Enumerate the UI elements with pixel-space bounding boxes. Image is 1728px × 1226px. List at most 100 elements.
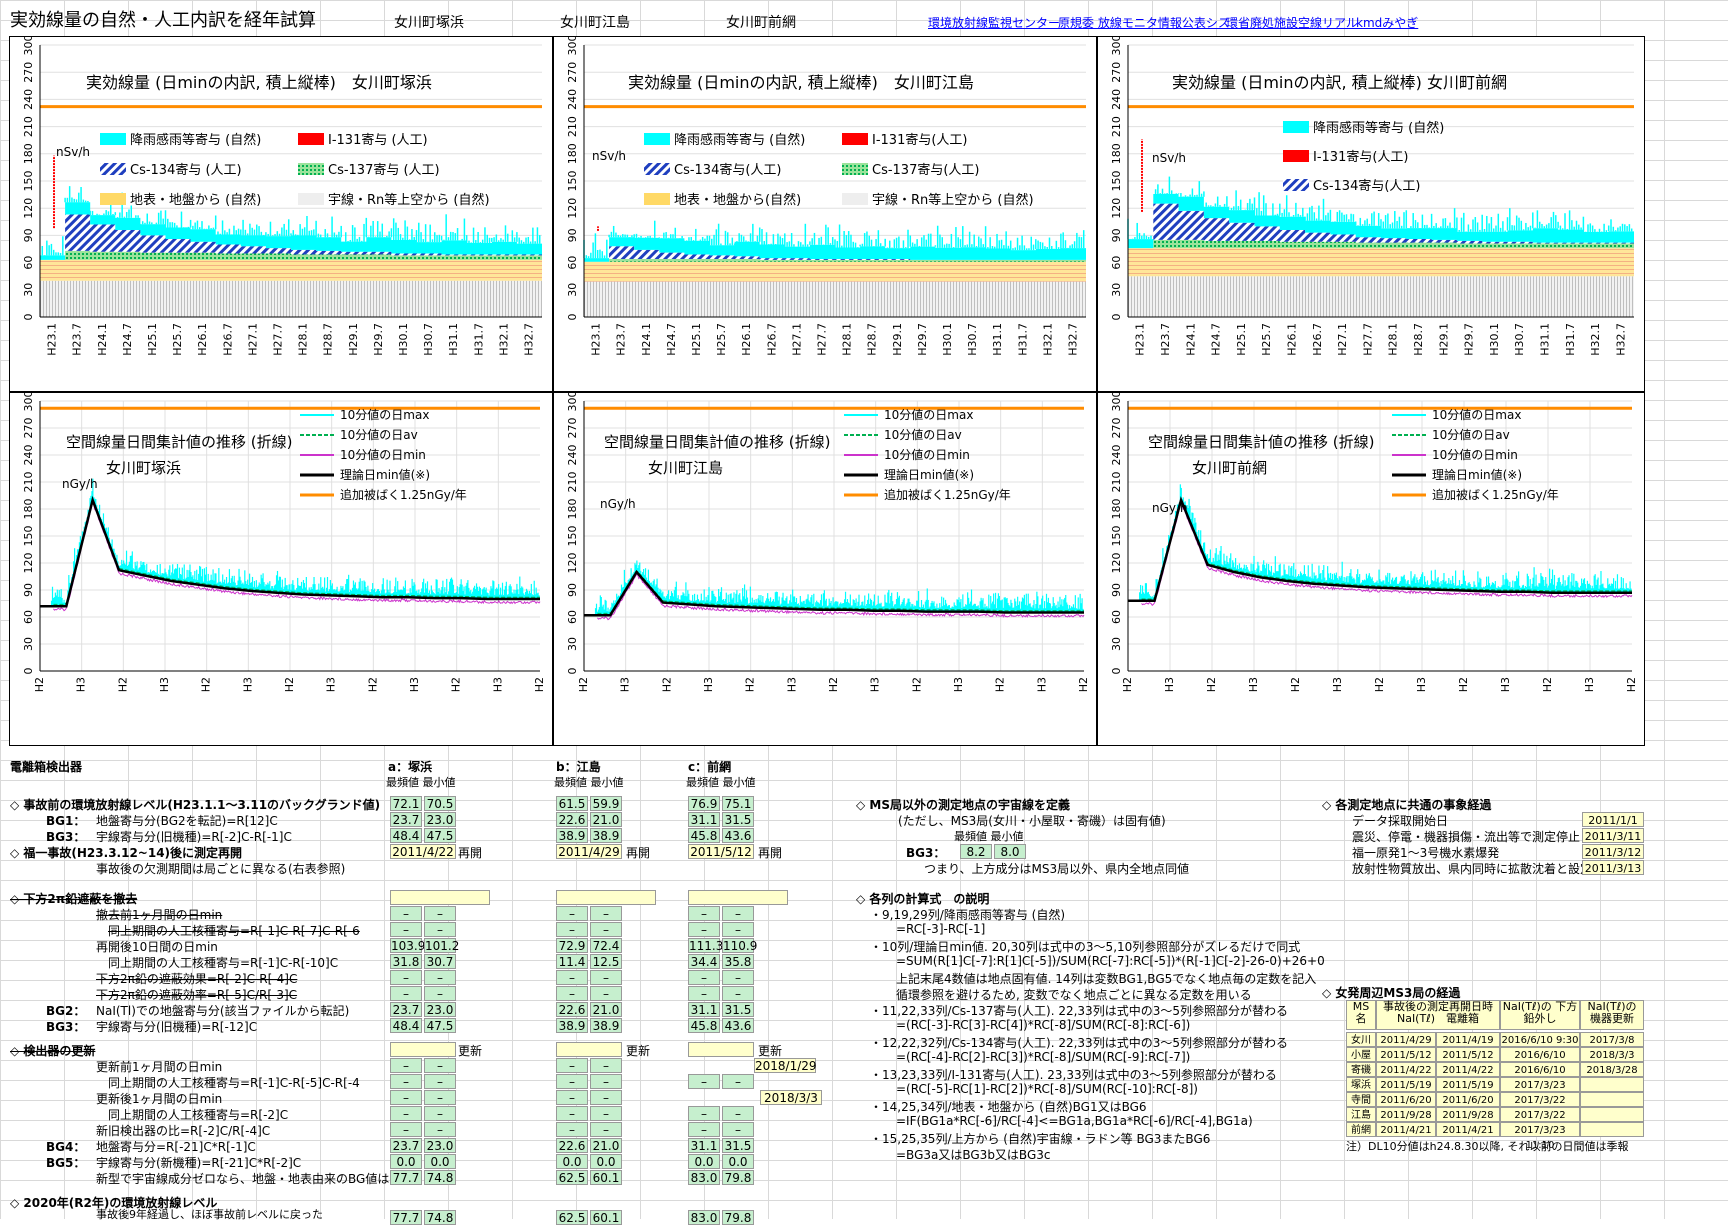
value-cell-min[interactable]: –: [722, 970, 754, 985]
ms-bg3-min[interactable]: 8.0: [994, 844, 1026, 859]
value-cell-mode[interactable]: 62.5: [556, 1210, 588, 1225]
ms3-date-cell[interactable]: 2018/3/28: [1580, 1062, 1644, 1077]
value-cell-min[interactable]: –: [590, 1122, 622, 1137]
value-cell-mode[interactable]: –: [688, 1074, 720, 1089]
ms3-date-cell[interactable]: 2016/6/10 13:30: [1500, 1062, 1580, 1091]
value-cell-mode[interactable]: –: [688, 986, 720, 1001]
value-cell-mode[interactable]: –: [390, 986, 422, 1001]
value-cell-mode[interactable]: –: [390, 906, 422, 921]
ms3-date-cell[interactable]: 2017/3/22 10:00: [1500, 1107, 1580, 1136]
value-cell-min[interactable]: 0.0: [590, 1154, 622, 1169]
value-cell-min[interactable]: 47.5: [424, 828, 456, 843]
restart-date-cell[interactable]: 2011/5/12: [688, 844, 754, 859]
value-cell-mode[interactable]: 22.6: [556, 1002, 588, 1017]
value-cell-mode[interactable]: 34.4: [688, 954, 720, 969]
value-cell-min[interactable]: 0.0: [424, 1154, 456, 1169]
value-cell-min[interactable]: –: [590, 970, 622, 985]
value-cell-mode[interactable]: 48.4: [390, 828, 422, 843]
ms3-date-cell[interactable]: 2018/3/3: [1580, 1047, 1644, 1062]
ms3-date-cell[interactable]: 2011/5/19: [1436, 1077, 1500, 1092]
value-cell-mode[interactable]: 38.9: [556, 828, 588, 843]
ms3-station-name[interactable]: 塚浜: [1346, 1077, 1376, 1092]
value-cell-mode[interactable]: –: [556, 970, 588, 985]
value-cell-mode[interactable]: 31.8: [390, 954, 422, 969]
value-cell-mode[interactable]: 76.9: [688, 796, 720, 811]
value-cell-min[interactable]: –: [590, 1106, 622, 1121]
value-cell-mode[interactable]: 83.0: [688, 1170, 720, 1185]
dose-chart-enoshima[interactable]: 0 30 60 90 120 150 180 210 240 270 300 H23.1 H23.7 H2…: [553, 36, 1097, 392]
value-cell-min[interactable]: –: [424, 1074, 456, 1089]
value-cell-mode[interactable]: 31.1: [688, 812, 720, 827]
value-cell-mode[interactable]: 23.7: [390, 1002, 422, 1017]
ms3-station-name[interactable]: 江島: [1346, 1107, 1376, 1122]
value-cell-mode[interactable]: –: [556, 986, 588, 1001]
value-cell-min[interactable]: –: [424, 1058, 456, 1073]
value-cell-min[interactable]: –: [722, 1122, 754, 1137]
value-cell-min[interactable]: –: [590, 1090, 622, 1105]
value-cell-min[interactable]: 38.9: [590, 828, 622, 843]
value-cell-mode[interactable]: –: [390, 1058, 422, 1073]
value-cell-min[interactable]: –: [424, 986, 456, 1001]
value-cell-min[interactable]: 30.7: [424, 954, 456, 969]
ms3-station-name[interactable]: 前網: [1346, 1122, 1376, 1137]
value-cell-mode[interactable]: 22.6: [556, 1138, 588, 1153]
ms3-station-name[interactable]: 小屋取: [1346, 1047, 1376, 1076]
value-cell-mode[interactable]: 72.1: [390, 796, 422, 811]
ms3-date-cell[interactable]: 2011/4/22: [1376, 1062, 1436, 1077]
air-chart-tsukahama[interactable]: 0 30 60 90 120 150 180 210 240 270 300 H2 H3 H2 H3 H2 H3…: [9, 392, 553, 746]
ms3-date-cell[interactable]: 2011/5/19: [1376, 1077, 1436, 1092]
ms3-date-cell[interactable]: 2017/3/22 12:40: [1500, 1092, 1580, 1121]
ms3-date-cell[interactable]: [1580, 1092, 1644, 1107]
value-cell-min[interactable]: 31.5: [722, 812, 754, 827]
ms3-date-cell[interactable]: 2011/4/29: [1376, 1032, 1436, 1047]
ms3-date-cell[interactable]: 2011/4/21: [1376, 1122, 1436, 1137]
value-cell-min[interactable]: 60.1: [590, 1210, 622, 1225]
value-cell-mode[interactable]: –: [556, 922, 588, 937]
value-cell-min[interactable]: 79.8: [722, 1170, 754, 1185]
value-cell-mode[interactable]: 103.9: [390, 938, 426, 953]
restart-date-cell[interactable]: 2011/4/22: [390, 844, 456, 859]
link-monitoring-center[interactable]: 環境放射線監視センター: [928, 16, 1061, 30]
common-event-date[interactable]: 2011/3/12: [1582, 844, 1644, 859]
ms3-date-cell[interactable]: 2011/6/20: [1436, 1092, 1500, 1107]
value-cell-mode[interactable]: 77.7: [390, 1170, 422, 1185]
ms3-station-name[interactable]: 寺間: [1346, 1092, 1376, 1107]
value-cell-mode[interactable]: –: [556, 1090, 588, 1105]
value-cell-mode[interactable]: 48.4: [390, 1018, 422, 1033]
value-cell-min[interactable]: 72.4: [590, 938, 622, 953]
value-cell-min[interactable]: 75.1: [722, 796, 754, 811]
link-kmd-miyagi[interactable]: kmdみやぎ: [1356, 16, 1419, 30]
blank-header-cell[interactable]: [390, 890, 490, 905]
value-cell-mode[interactable]: 83.0: [688, 1210, 720, 1225]
value-cell-mode[interactable]: –: [688, 922, 720, 937]
value-cell-min[interactable]: 74.8: [424, 1170, 456, 1185]
value-cell-mode[interactable]: 111.3: [688, 938, 724, 953]
value-cell-mode[interactable]: –: [688, 906, 720, 921]
value-cell-mode[interactable]: –: [556, 1074, 588, 1089]
value-cell-min[interactable]: –: [424, 1106, 456, 1121]
common-event-date[interactable]: 2011/3/13: [1582, 860, 1644, 875]
ms3-date-cell[interactable]: 2016/6/10 9:30: [1500, 1032, 1580, 1047]
value-cell-min[interactable]: –: [424, 906, 456, 921]
value-cell-mode[interactable]: 45.8: [688, 1018, 720, 1033]
value-cell-min[interactable]: –: [722, 906, 754, 921]
value-cell-min[interactable]: 38.9: [590, 1018, 622, 1033]
value-cell-min[interactable]: –: [590, 1058, 622, 1073]
common-event-date[interactable]: 2011/1/1: [1582, 812, 1644, 827]
ms3-date-cell[interactable]: 2017/3/23 11:10: [1500, 1122, 1580, 1151]
value-cell-mode[interactable]: 38.9: [556, 1018, 588, 1033]
value-cell-mode[interactable]: –: [390, 1090, 422, 1105]
value-cell-mode[interactable]: –: [390, 1122, 422, 1137]
value-cell-mode[interactable]: 45.8: [688, 828, 720, 843]
value-cell-min[interactable]: 23.0: [424, 1002, 456, 1017]
blank-header-cell[interactable]: [556, 890, 656, 905]
value-cell-min[interactable]: –: [590, 906, 622, 921]
value-cell-min[interactable]: 110.9: [722, 938, 758, 953]
value-cell-min[interactable]: –: [424, 970, 456, 985]
link-nra-monitor[interactable]: 原規委 放線モニタ情報公表シス: [1058, 16, 1230, 30]
ms3-station-name[interactable]: 女川: [1346, 1032, 1376, 1047]
value-cell-min[interactable]: 59.9: [590, 796, 622, 811]
value-cell-min[interactable]: –: [722, 1106, 754, 1121]
air-chart-maeami[interactable]: 0 30 60 90 120 150 180 210 240 270 300 H2 H3 H2 H3 H2 H3…: [1097, 392, 1645, 746]
dose-chart-maeami[interactable]: 0 30 60 90 120 150 180 210 240 270 300 H23.1 H23.7 H2…: [1097, 36, 1645, 392]
